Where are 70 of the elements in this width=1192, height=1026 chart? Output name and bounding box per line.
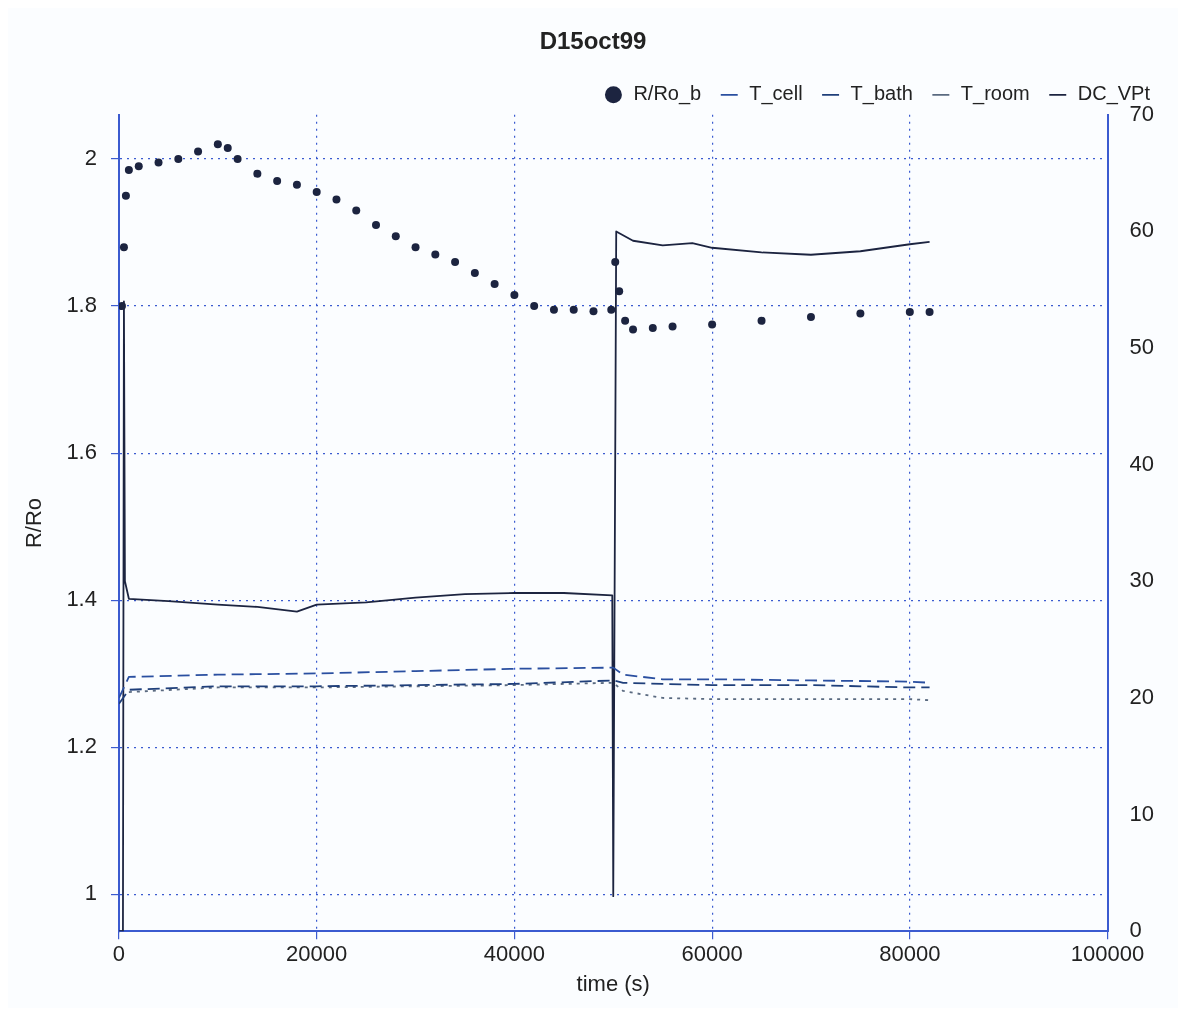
- point: [611, 257, 620, 266]
- x-axis-title: time (s): [576, 970, 650, 996]
- y2-tick-label: 40: [1129, 450, 1155, 476]
- x-tick-label: 40000: [483, 941, 545, 967]
- point: [708, 320, 717, 329]
- point: [530, 302, 539, 311]
- y-axis-title: R/Ro: [21, 497, 47, 549]
- point: [273, 177, 282, 185]
- point: [431, 250, 440, 259]
- point: [510, 291, 519, 299]
- point: [213, 140, 222, 149]
- point: [629, 325, 638, 334]
- point: [589, 307, 598, 316]
- point: [118, 302, 126, 311]
- point: [372, 221, 381, 230]
- y-tick-label: 1.4: [66, 586, 97, 612]
- point: [856, 309, 865, 318]
- point: [391, 232, 400, 241]
- y2-tick-label: 30: [1129, 567, 1155, 593]
- point: [332, 195, 341, 204]
- point: [569, 305, 578, 314]
- point: [607, 305, 616, 314]
- point: [223, 143, 232, 152]
- y-tick-label: 1.8: [66, 292, 97, 318]
- y2-tick-label: 20: [1129, 684, 1155, 710]
- point: [668, 322, 677, 331]
- point: [925, 307, 934, 316]
- point: [352, 206, 361, 215]
- x-tick-label: 60000: [681, 941, 743, 967]
- x-tick-label: 100000: [1070, 941, 1145, 967]
- y2-tick-label: 0: [1129, 917, 1142, 943]
- point: [451, 257, 460, 266]
- y-tick-label: 2: [84, 144, 97, 170]
- y2-tick-label: 60: [1129, 217, 1155, 243]
- point: [194, 147, 203, 156]
- point: [121, 191, 130, 200]
- legend-label: R/Ro_b: [633, 82, 702, 106]
- legend-label: T_bath: [850, 82, 913, 106]
- legend-label: T_cell: [749, 82, 803, 106]
- line-series: [127, 681, 931, 702]
- point: [119, 243, 128, 252]
- point: [757, 316, 766, 325]
- legend-label: T_room: [960, 82, 1030, 106]
- point: [549, 305, 558, 314]
- y-tick-label: 1: [84, 880, 97, 906]
- y2-tick-label: 50: [1129, 334, 1155, 360]
- point: [292, 180, 301, 189]
- line-series: [118, 679, 931, 705]
- point: [134, 162, 143, 171]
- point: [648, 324, 657, 333]
- point: [615, 287, 624, 296]
- point: [253, 169, 262, 178]
- point: [154, 158, 163, 167]
- point: [490, 279, 499, 288]
- point: [470, 268, 479, 277]
- point: [806, 313, 815, 322]
- point: [233, 154, 242, 163]
- point: [124, 165, 133, 174]
- point: [621, 316, 630, 325]
- point: [905, 307, 914, 316]
- y-tick-label: 1.6: [66, 439, 97, 465]
- point: [174, 154, 183, 163]
- x-tick-label: 80000: [879, 941, 941, 967]
- x-tick-label: 20000: [286, 941, 348, 967]
- chart-title: D15oct99: [539, 27, 647, 55]
- y2-tick-label: 10: [1129, 800, 1155, 826]
- point: [411, 243, 420, 252]
- point: [312, 188, 321, 197]
- x-tick-label: 0: [112, 941, 126, 967]
- y-tick-label: 1.2: [66, 733, 97, 759]
